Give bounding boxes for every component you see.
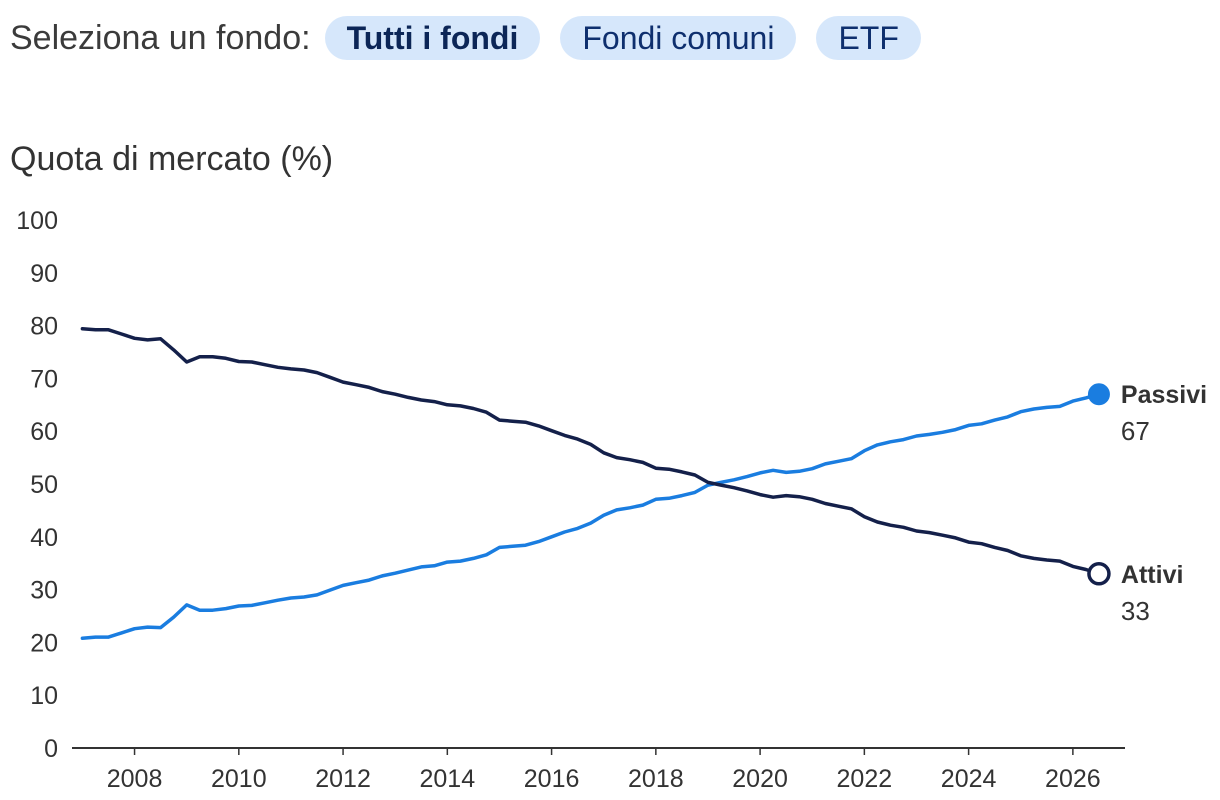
series-value-label: 33 [1121,596,1150,626]
x-axis: 2008 2010 2012 2014 2016 2018 2020 2022 2024 2026 [72,747,1125,793]
y-tick-label: 40 [30,524,58,552]
fund-option-mutual-funds[interactable]: Fondi comuni [560,16,797,60]
series-value-label: 67 [1121,416,1150,446]
y-tick-label: 70 [30,365,58,393]
y-tick-label: 30 [30,577,58,605]
y-axis: 0 10 20 30 40 50 60 70 80 90 100 [16,207,58,763]
x-tick-label: 2008 [107,765,163,793]
x-tick-label: 2026 [1045,765,1101,793]
x-tick-label: 2018 [628,765,684,793]
x-tick-label: 2020 [732,765,788,793]
fund-option-etf[interactable]: ETF [816,16,921,60]
fund-option-all[interactable]: Tutti i fondi [324,16,541,60]
fund-selector-label: Seleziona un fondo: [10,18,311,57]
y-tick-label: 20 [30,629,58,657]
x-tick-label: 2024 [941,765,997,793]
series-end-marker-passivi[interactable] [1087,383,1110,406]
fund-selector: Seleziona un fondo: Tutti i fondi Fondi … [10,14,941,62]
series-name-label: Attivi [1121,561,1184,589]
y-tick-label: 60 [30,418,58,446]
series-name-label: Passivi [1121,381,1207,409]
y-tick-label: 10 [30,682,58,710]
series-layer: Passivi 67 Attivi 33 [80,327,1207,640]
x-tick-label: 2016 [524,765,580,793]
y-tick-label: 90 [30,260,58,288]
series-line-attivi [80,327,1101,576]
x-tick-label: 2012 [315,765,371,793]
y-axis-label: Quota di mercato (%) [10,140,333,178]
y-tick-label: 80 [30,313,58,341]
x-tick-label: 2022 [837,765,893,793]
x-tick-label: 2010 [211,765,267,793]
x-tick-label: 2014 [420,765,476,793]
y-tick-label: 100 [16,207,58,235]
series-line-passivi [80,392,1101,640]
y-tick-label: 0 [44,735,58,763]
series-end-marker-attivi[interactable] [1087,562,1111,586]
y-tick-label: 50 [30,471,58,499]
